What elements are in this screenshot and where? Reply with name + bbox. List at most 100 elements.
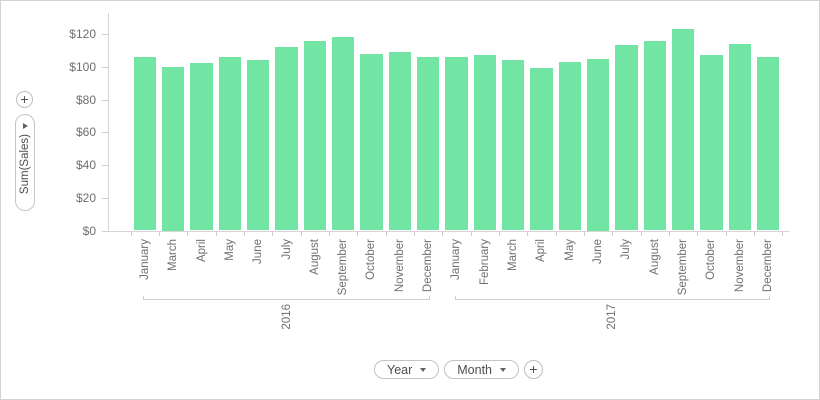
month-button-label: Month <box>457 362 493 377</box>
plus-icon: + <box>20 91 29 107</box>
x-axis-line <box>108 231 789 232</box>
x-axis-tick <box>357 231 359 236</box>
bar-2017-may[interactable] <box>558 61 581 231</box>
month-label-2016-april: April <box>195 239 208 263</box>
x-axis-tick <box>329 231 330 236</box>
bar-2017-june[interactable] <box>586 58 610 231</box>
bar-2016-october[interactable] <box>360 53 383 231</box>
plus-icon: + <box>529 361 538 377</box>
bar-2016-august[interactable] <box>303 40 326 231</box>
x-axis-tick <box>272 231 274 236</box>
bar-2016-november[interactable] <box>388 52 411 231</box>
bar-2017-february[interactable] <box>473 55 496 231</box>
bar-2016-january[interactable] <box>133 56 156 231</box>
column-field-month-button[interactable]: Month <box>444 360 520 379</box>
bar-2017-july[interactable] <box>615 45 638 231</box>
month-label-2016-september: September <box>337 239 350 296</box>
bar-2017-october[interactable] <box>700 55 723 231</box>
month-label-2017-october: October <box>705 239 718 280</box>
x-axis-tick <box>159 231 161 236</box>
dropdown-arrow-icon <box>420 368 427 372</box>
x-axis-tick <box>130 231 132 236</box>
row-field-label: Sum(Sales) <box>19 134 31 195</box>
y-axis-tick <box>102 66 108 68</box>
x-axis-tick <box>753 231 755 236</box>
x-axis-tick <box>612 231 614 236</box>
year-label-2017: 2017 <box>606 304 619 330</box>
y-axis-tick <box>102 230 108 232</box>
y-axis-tick-label: $40 <box>75 158 96 172</box>
year-bracket-2017 <box>454 295 770 300</box>
x-axis-tick <box>414 231 415 236</box>
month-label-2017-march: March <box>507 239 520 271</box>
x-axis-tick <box>725 231 727 236</box>
bar-2016-may[interactable] <box>218 56 241 231</box>
month-label-2016-august: August <box>308 239 321 275</box>
y-axis-tick <box>102 34 108 35</box>
y-axis-tick <box>102 132 108 134</box>
add-column-field-button[interactable]: + <box>524 360 544 379</box>
y-axis-tick-label: $20 <box>75 190 96 205</box>
x-axis-tick <box>385 231 387 236</box>
month-label-2016-june: June <box>252 239 265 264</box>
bar-2017-november[interactable] <box>728 43 751 231</box>
bar-2016-september[interactable] <box>332 37 355 231</box>
y-axis-tick <box>102 165 108 166</box>
column-field-year-button[interactable]: Year <box>374 360 440 379</box>
y-axis-tick-label: $120 <box>69 27 96 41</box>
x-axis-tick <box>300 231 302 236</box>
x-axis-tick <box>442 231 444 236</box>
bar-2017-december[interactable] <box>756 56 780 231</box>
add-row-field-button[interactable]: + <box>16 91 33 108</box>
x-axis-tick <box>215 231 217 236</box>
y-axis-line <box>108 13 109 232</box>
month-label-2017-june: June <box>592 239 605 264</box>
month-label-2017-december: December <box>762 239 775 293</box>
x-axis-tick <box>470 231 472 236</box>
bar-2017-august[interactable] <box>643 40 666 231</box>
bar-2017-september[interactable] <box>671 29 695 231</box>
bar-2016-march[interactable] <box>162 66 185 231</box>
month-label-2017-november: November <box>733 239 746 293</box>
year-button-label: Year <box>387 362 413 377</box>
row-field-sum-sales-button[interactable]: Sum(Sales) <box>15 114 35 211</box>
month-label-2016-march: March <box>167 239 180 271</box>
y-axis-tick-label: $60 <box>75 125 96 140</box>
month-label-2016-october: October <box>365 239 378 280</box>
x-axis-tick <box>527 231 529 236</box>
month-label-2017-april: April <box>535 239 548 263</box>
bar-2016-july[interactable] <box>275 47 298 231</box>
month-label-2016-november: November <box>393 239 406 293</box>
month-label-2016-may: May <box>223 239 236 261</box>
bar-2016-april[interactable] <box>190 63 213 231</box>
x-axis-tick <box>782 231 784 236</box>
x-axis-tick <box>187 231 189 236</box>
month-label-2017-february: February <box>478 239 491 286</box>
bar-2017-january[interactable] <box>445 56 468 231</box>
month-label-2017-january: January <box>450 239 463 280</box>
dropdown-arrow-icon <box>500 368 507 372</box>
y-axis-tick <box>102 99 108 101</box>
month-label-2016-july: July <box>280 239 293 260</box>
bar-2017-april[interactable] <box>530 68 553 231</box>
month-label-2017-september: September <box>677 239 690 296</box>
month-label-2017-may: May <box>563 239 576 261</box>
x-axis-tick <box>498 231 500 236</box>
month-label-2016-january: January <box>138 239 151 280</box>
bar-2017-march[interactable] <box>501 60 525 231</box>
x-axis-tick <box>668 231 670 236</box>
month-label-2017-august: August <box>648 239 661 275</box>
year-bracket-2016 <box>143 295 430 300</box>
x-axis-tick <box>697 231 699 236</box>
y-axis-tick-label: $100 <box>69 59 96 74</box>
x-axis-tick <box>640 231 642 236</box>
y-axis-tick-label: $80 <box>75 92 96 107</box>
bar-2016-december[interactable] <box>417 56 440 231</box>
month-label-2017-july: July <box>620 239 633 260</box>
year-label-2016: 2016 <box>280 304 293 330</box>
y-axis-tick-label: $0 <box>82 223 96 238</box>
x-axis-tick <box>583 231 585 236</box>
bar-2016-june[interactable] <box>247 60 270 231</box>
